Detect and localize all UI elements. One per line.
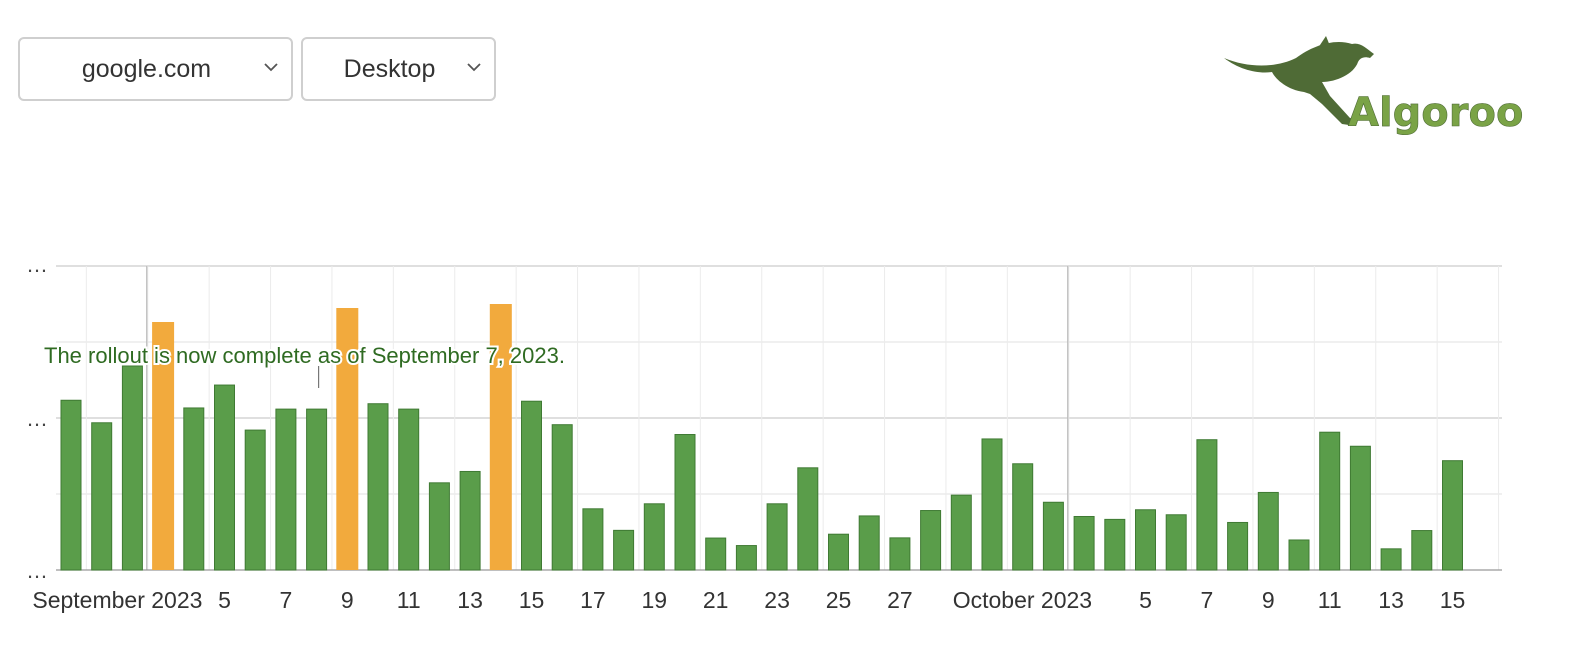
- x-tick-label: 9: [341, 587, 354, 613]
- logo-wordmark: Algoroo: [1348, 90, 1523, 136]
- bar: [828, 533, 849, 571]
- bar: [582, 508, 604, 571]
- bar-highlighted: [152, 322, 175, 570]
- bar: [766, 503, 788, 571]
- x-tick-label: 11: [1318, 587, 1342, 613]
- bar: [60, 399, 82, 571]
- bar: [1012, 463, 1034, 571]
- x-tick-label: 13: [457, 587, 483, 613]
- bar: [920, 510, 942, 571]
- bar: [797, 467, 819, 571]
- bar: [950, 494, 972, 571]
- bar: [306, 408, 328, 571]
- bar: [398, 408, 420, 571]
- bar: [613, 529, 635, 571]
- site-select[interactable]: google.com: [18, 37, 293, 101]
- bar: [1411, 530, 1433, 571]
- bar: [1349, 445, 1371, 571]
- bar: [1196, 439, 1218, 571]
- y-tick-label: …: [26, 406, 48, 431]
- device-select[interactable]: Desktop: [301, 37, 496, 101]
- bar: [91, 422, 113, 571]
- site-select-value: google.com: [81, 54, 212, 83]
- algoroo-logo: Algoroo: [1224, 36, 1524, 136]
- bar: [1104, 518, 1126, 571]
- x-tick-label: 27: [887, 587, 913, 613]
- y-tick-label: …: [26, 252, 48, 277]
- bar: [183, 407, 205, 571]
- x-tick-label: 5: [1139, 587, 1152, 613]
- annotation-label: The rollout is now complete as of Septem…: [44, 343, 565, 368]
- x-tick-label: 19: [642, 587, 668, 613]
- bar: [1227, 521, 1249, 571]
- bar: [459, 470, 481, 571]
- x-tick-label: 9: [1262, 587, 1275, 613]
- bar: [1380, 548, 1402, 571]
- bar: [1073, 515, 1095, 571]
- kangaroo-icon: [1224, 36, 1374, 126]
- bar: [1319, 431, 1341, 571]
- bar: [1135, 509, 1156, 571]
- bar: [551, 424, 573, 571]
- bar: [1042, 501, 1064, 571]
- x-tick-label: 21: [703, 587, 729, 613]
- bar: [1288, 539, 1310, 571]
- x-tick-label: 23: [764, 587, 790, 613]
- bar: [1257, 491, 1279, 571]
- bar-highlighted: [489, 304, 512, 570]
- bar: [735, 545, 757, 571]
- bar: [889, 537, 911, 571]
- x-tick-label: 25: [826, 587, 852, 613]
- bar: [705, 537, 727, 571]
- bar: [121, 365, 143, 571]
- x-tick-label: 17: [580, 587, 606, 613]
- bar-highlighted: [336, 308, 359, 570]
- device-select-value: Desktop: [343, 54, 436, 83]
- bar: [981, 438, 1003, 571]
- bar: [275, 408, 297, 571]
- x-tick-label: 15: [519, 587, 545, 613]
- bar: [643, 503, 665, 571]
- bar: [521, 400, 542, 571]
- chevron-down-icon: [467, 63, 481, 72]
- y-tick-label: …: [26, 558, 48, 583]
- bar: [367, 403, 389, 571]
- bar: [858, 515, 880, 571]
- x-tick-label: October 2023: [953, 587, 1092, 613]
- x-tick-label: 7: [1201, 587, 1214, 613]
- chevron-down-icon: [264, 63, 278, 72]
- bar: [214, 384, 235, 571]
- bar: [428, 482, 450, 571]
- x-tick-label: September 2023: [32, 587, 202, 613]
- x-tick-label: 15: [1440, 587, 1466, 613]
- bar: [244, 429, 266, 571]
- x-tick-label: 7: [280, 587, 293, 613]
- x-tick-label: 5: [218, 587, 231, 613]
- bar: [674, 434, 696, 571]
- x-tick-label: 13: [1378, 587, 1404, 613]
- bar: [1442, 460, 1463, 571]
- bar: [1165, 514, 1187, 571]
- x-tick-label: 11: [397, 587, 421, 613]
